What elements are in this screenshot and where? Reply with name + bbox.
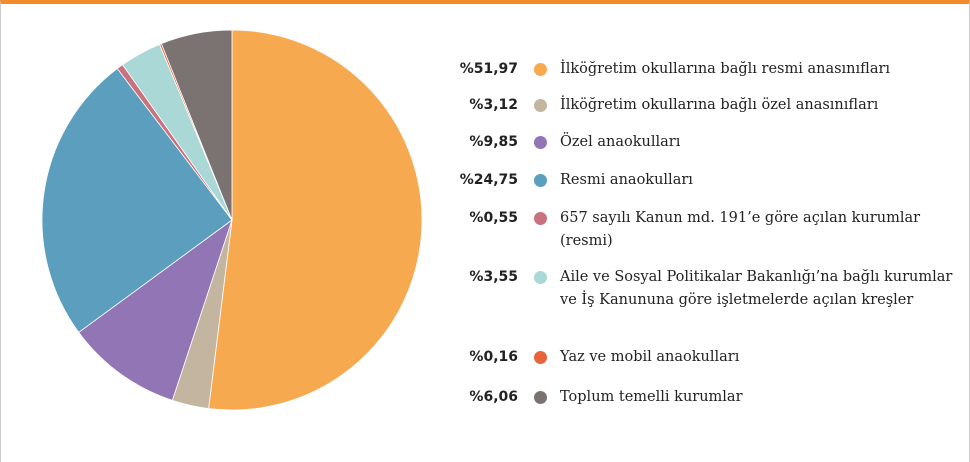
legend-item: %9,85 Özel anaokulları [441,131,961,154]
legend-item: %3,12 İlköğretim okullarına bağlı özel an… [441,94,961,117]
value-label: %0,16 [469,349,518,365]
legend-swatch [534,136,547,149]
value-label: %3,12 [469,97,518,113]
legend-swatch [534,271,547,284]
legend-label: İlköğretim okullarına bağlı özel anasını… [560,97,879,113]
value-label: %6,06 [469,389,518,405]
legend-label: Toplum temelli kurumlar [560,389,743,405]
legend-swatch [534,212,547,225]
legend-item: %0,16 Yaz ve mobil anaokulları [441,346,961,369]
value-label: %9,85 [469,134,518,150]
legend-label: 657 sayılı Kanun md. 191’e göre açılan k… [560,210,921,249]
legend-swatch [534,99,547,112]
legend-item: %3,55 Aile ve Sosyal Politikalar Bakanlığ… [441,266,961,312]
legend-label: Yaz ve mobil anaokulları [560,349,740,365]
legend-item: %0,55 657 sayılı Kanun md. 191’e göre açı… [441,207,961,253]
legend-item: %6,06 Toplum temelli kurumlar [441,386,961,409]
pie-slice [208,29,423,411]
legend-swatch [534,63,547,76]
legend-item: %51,97 İlköğretim okullarına bağlı resmi … [441,58,961,81]
value-label: %51,97 [459,61,518,77]
value-label: %0,55 [469,210,518,226]
pie-slice [160,29,233,221]
legend-label: Aile ve Sosyal Politikalar Bakanlığı’na … [560,269,953,308]
legend-label: Resmi anaokulları [560,172,693,188]
value-label: %24,75 [459,172,518,188]
legend-label: İlköğretim okullarına bağlı resmi anasın… [560,61,891,77]
legend-swatch [534,174,547,187]
legend-label: Özel anaokulları [560,134,681,150]
value-label: %3,55 [469,269,518,285]
pie-slice [78,218,233,401]
legend-item: %24,75 Resmi anaokulları [441,169,961,192]
legend-swatch [534,391,547,404]
pie-slice [41,67,233,333]
legend-swatch [534,351,547,364]
pie-area [41,29,423,411]
